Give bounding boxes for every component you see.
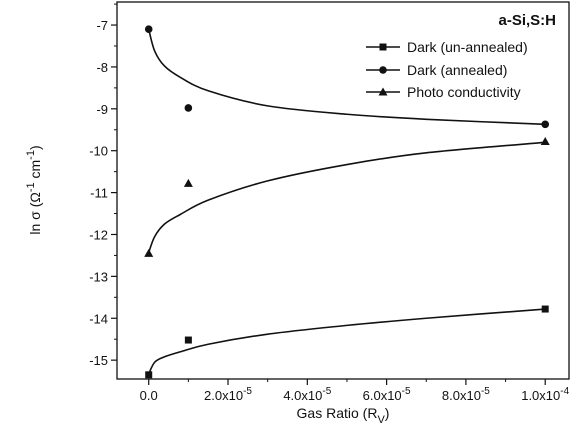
x-axis-title: Gas Ratio (RV)	[297, 405, 390, 426]
fit-curves	[147, 29, 546, 375]
legend-label: Dark (annealed)	[407, 62, 507, 78]
y-tick-label: -11	[90, 186, 108, 201]
y-tick-label: -9	[96, 102, 108, 117]
data-point-series-1	[184, 104, 193, 112]
x-tick-label: 4.0x10-5	[283, 386, 331, 403]
legend-marker	[379, 66, 387, 74]
data-point-series-0	[184, 336, 192, 344]
data-point-series-0	[145, 371, 153, 379]
y-tick-label: -15	[89, 353, 108, 368]
tick-labels: 0.0 2.0x10-5 4.0x10-5 6.0x10-5 8.0x10-5 1.0x1…	[89, 18, 569, 403]
data-point-series-1	[541, 120, 550, 129]
data-point-series-0	[541, 305, 549, 313]
x-tick-label: 8.0x10-5	[442, 386, 490, 403]
data-point-series-1	[144, 25, 153, 34]
x-tick-label: 2.0x10-5	[204, 386, 252, 403]
legend-label: Dark (un-annealed)	[407, 39, 528, 55]
data-markers	[144, 25, 550, 379]
y-tick-label: -7	[96, 18, 108, 33]
legend-marker	[379, 43, 387, 51]
fit-curve-series-2	[147, 141, 546, 253]
x-tick-label: 1.0x10-4	[521, 386, 569, 403]
x-axis-title-subscript: V	[377, 414, 385, 426]
chart-title: a-Si,S:H	[498, 12, 556, 29]
fit-curve-series-1	[147, 29, 546, 126]
fit-curve-series-0	[147, 308, 546, 375]
y-tick-label: -14	[89, 311, 108, 326]
data-point-series-2	[183, 178, 193, 187]
y-tick-label: -10	[89, 144, 108, 159]
data-point-series-2	[144, 248, 154, 257]
x-tick-label: 0.0	[140, 388, 158, 403]
legend: Dark (un-annealed) Dark (annealed) Photo c…	[366, 39, 528, 100]
y-tick-label: -13	[89, 269, 108, 284]
y-axis-title-sup-1: -1	[25, 182, 37, 192]
x-tick-label: 6.0x10-5	[363, 386, 411, 403]
plot-frame	[116, 1, 570, 380]
y-axis-title-sup-2: -1	[25, 150, 37, 160]
y-tick-label: -8	[96, 60, 108, 75]
data-point-series-2	[540, 136, 550, 145]
y-tick-label: -12	[89, 227, 108, 242]
legend-label: Photo conductivity	[407, 84, 521, 100]
legend-marker	[378, 87, 388, 96]
y-axis-title: ln σ (Ω-1 cm-1)	[25, 145, 43, 234]
